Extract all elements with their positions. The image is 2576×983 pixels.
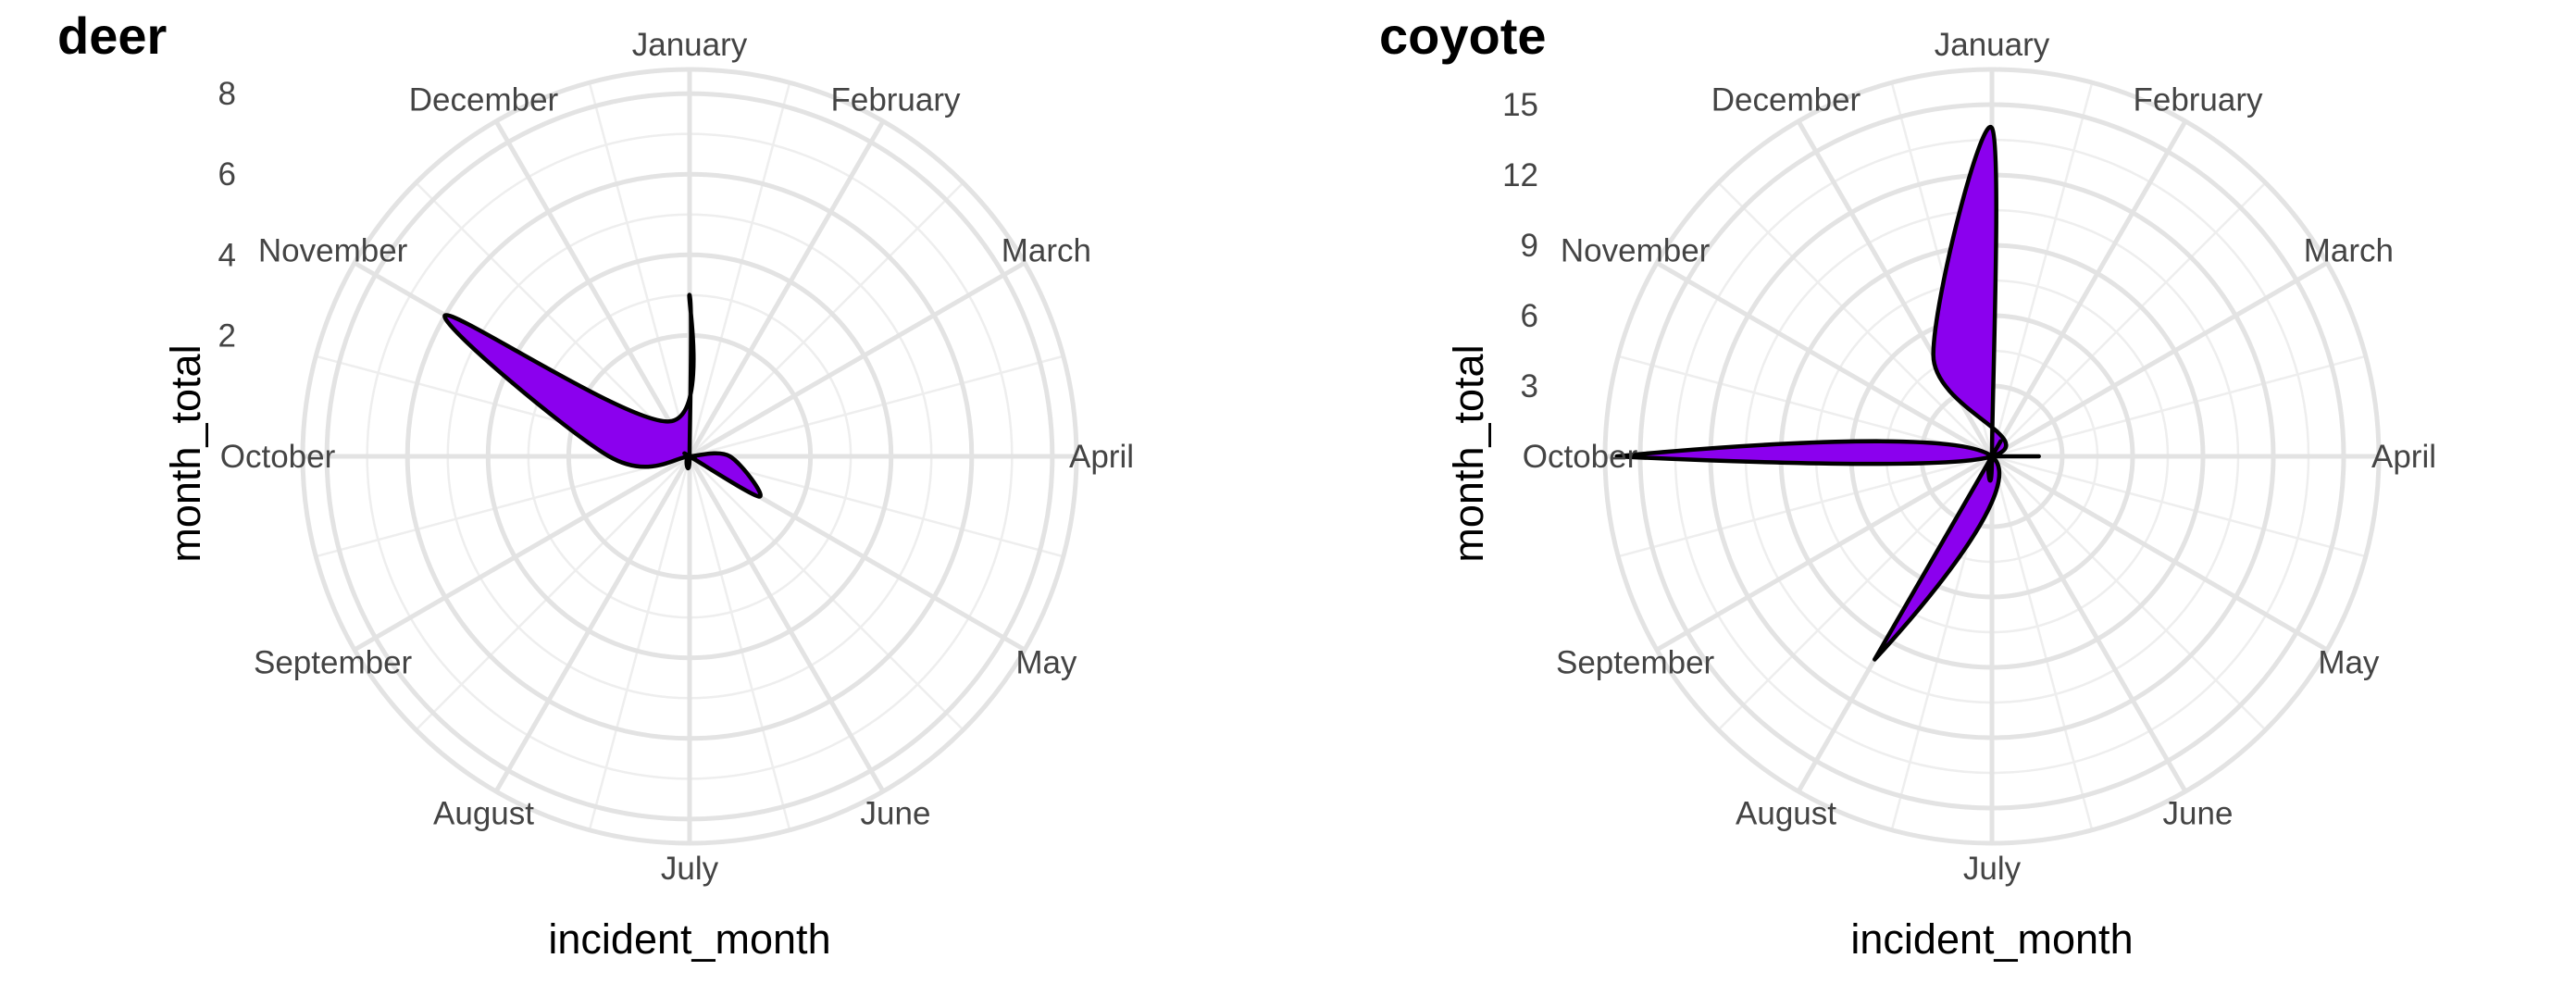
x-axis-label: incident_month bbox=[1850, 915, 2133, 963]
grid-spoke bbox=[353, 454, 691, 653]
grid-spoke bbox=[687, 119, 886, 458]
grid-spoke-minor bbox=[1617, 454, 1993, 558]
r-tick-label: 15 bbox=[1502, 87, 1538, 123]
month-label-december: December bbox=[1711, 82, 1861, 118]
month-label-november: November bbox=[1561, 233, 1711, 269]
month-label-march: March bbox=[1002, 233, 1091, 269]
grid-spoke bbox=[1989, 454, 2188, 793]
r-tick-label: 2 bbox=[218, 317, 236, 354]
month-label-february: February bbox=[830, 82, 961, 118]
month-label-july: July bbox=[1963, 851, 2022, 887]
data-area bbox=[1614, 125, 2041, 662]
grid-spoke bbox=[1655, 260, 1994, 459]
grid-spoke-minor bbox=[1617, 355, 1993, 458]
month-label-july: July bbox=[661, 851, 719, 887]
r-tick-label: 6 bbox=[218, 156, 236, 193]
grid-spoke bbox=[688, 260, 1027, 459]
month-label-august: August bbox=[1736, 795, 1836, 831]
month-label-december: December bbox=[409, 82, 559, 118]
grid-spoke bbox=[1989, 119, 2188, 458]
month-label-may: May bbox=[1015, 645, 1077, 681]
month-label-october: October bbox=[1523, 439, 1638, 475]
r-tick-label: 3 bbox=[1521, 368, 1538, 404]
month-label-january: January bbox=[632, 27, 748, 63]
month-labels: January February March April May June July Augu… bbox=[220, 27, 1134, 887]
grid-spoke-minor bbox=[1717, 455, 1993, 731]
month-label-april: April bbox=[1069, 439, 1134, 475]
month-labels: January February March April May June July Augu… bbox=[1523, 27, 2436, 887]
month-label-february: February bbox=[2133, 82, 2263, 118]
y-axis-label: month_total bbox=[1445, 344, 1492, 562]
coyote-panel: coyote JanuaryFebruaryMarchAprilMayJuneJ… bbox=[1379, 6, 2436, 963]
grid-spoke-minor bbox=[1991, 181, 2267, 457]
month-label-january: January bbox=[1935, 27, 2050, 63]
radial-tick-labels: 3 6 9 12 15 bbox=[1502, 87, 1538, 404]
radial-tick-labels: 2 4 6 8 bbox=[218, 76, 236, 354]
r-tick-label: 9 bbox=[1521, 228, 1538, 264]
month-label-may: May bbox=[2318, 645, 2380, 681]
area-series bbox=[1614, 125, 2041, 662]
grid-spoke bbox=[1990, 454, 2329, 653]
grid-spoke-minor bbox=[1991, 355, 2367, 458]
month-label-march: March bbox=[2304, 233, 2394, 269]
data-area bbox=[442, 292, 763, 499]
grid-spoke bbox=[687, 454, 886, 793]
grid-spoke bbox=[493, 454, 692, 793]
month-label-april: April bbox=[2371, 439, 2436, 475]
grid-spoke-minor bbox=[1717, 181, 1993, 457]
month-label-september: September bbox=[1556, 645, 1715, 681]
grid-spoke-minor bbox=[1990, 81, 2094, 457]
r-tick-label: 8 bbox=[218, 76, 236, 112]
deer-panel: deer January February March April May June Jul… bbox=[57, 6, 1134, 963]
x-axis-label: incident_month bbox=[548, 915, 830, 963]
r-tick-label: 12 bbox=[1502, 157, 1538, 193]
grid-spoke-minor bbox=[1991, 454, 2367, 558]
month-label-november: November bbox=[258, 233, 408, 269]
month-label-june: June bbox=[861, 795, 931, 831]
r-tick-label: 6 bbox=[1521, 298, 1538, 334]
month-label-august: August bbox=[433, 795, 534, 831]
area-series bbox=[442, 292, 763, 499]
r-tick-label: 4 bbox=[218, 237, 236, 273]
grid-spoke bbox=[493, 119, 692, 458]
grid-spoke-minor bbox=[1990, 455, 2094, 831]
grid-spoke bbox=[1990, 260, 2329, 459]
grid-spoke bbox=[1655, 454, 1994, 653]
month-label-october: October bbox=[220, 439, 336, 475]
month-label-june: June bbox=[2163, 795, 2234, 831]
panel-title: coyote bbox=[1379, 6, 1547, 65]
grid-spoke-minor bbox=[1991, 455, 2267, 731]
panel-title: deer bbox=[57, 6, 167, 65]
y-axis-label: month_total bbox=[162, 344, 209, 562]
month-label-september: September bbox=[254, 645, 413, 681]
